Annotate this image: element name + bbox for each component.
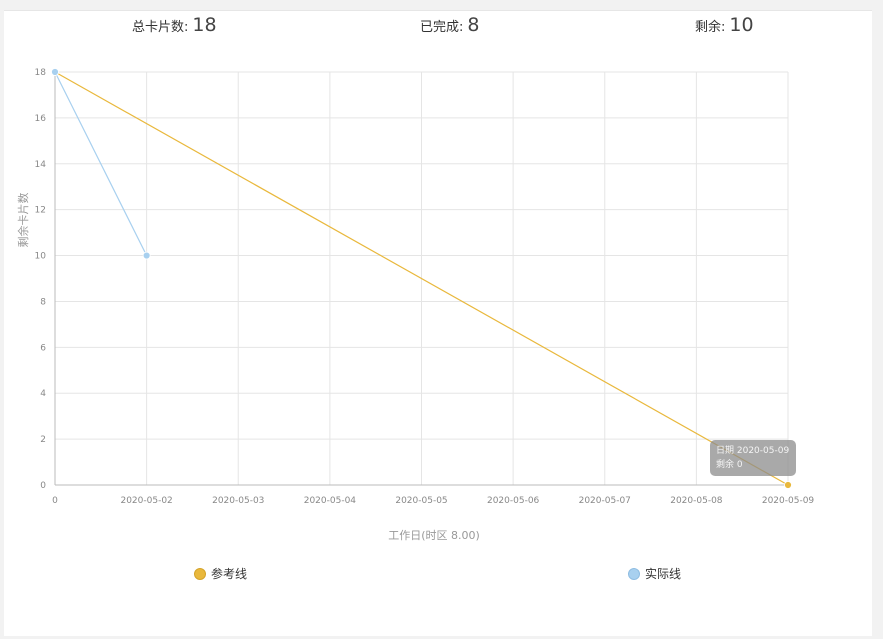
axis-layer: 0 2 4 6 8 10 12 14 16 18 0 2020-05-02 2020-05-03 2020… bbox=[35, 68, 815, 506]
completed-value: 8 bbox=[467, 14, 480, 36]
remaining-value: 10 bbox=[729, 14, 754, 36]
legend-reference-label: 参考线 bbox=[211, 567, 248, 581]
legend-actual-line[interactable]: 实际线 bbox=[628, 565, 681, 582]
x-tick-label: 2020-05-09 bbox=[762, 496, 815, 506]
legend-reference-line[interactable]: 参考线 bbox=[194, 565, 247, 582]
x-tick-label: 2020-05-04 bbox=[304, 496, 357, 506]
y-tick-label: 0 bbox=[40, 481, 46, 491]
x-tick-label: 2020-05-05 bbox=[395, 496, 447, 506]
chart-tooltip: 日期 2020-05-09 剩余 0 bbox=[710, 440, 796, 476]
chart-card bbox=[4, 10, 872, 636]
y-tick-label: 4 bbox=[40, 389, 46, 399]
x-tick-label: 2020-05-08 bbox=[670, 496, 723, 506]
series-layer bbox=[51, 68, 792, 489]
x-tick-label: 2020-05-03 bbox=[212, 496, 264, 506]
total-cards-label: 总卡片数: bbox=[132, 20, 189, 35]
y-tick-label: 2 bbox=[40, 435, 46, 445]
y-tick-label: 10 bbox=[35, 252, 47, 262]
x-tick-label: 2020-05-02 bbox=[120, 496, 172, 506]
y-tick-label: 16 bbox=[35, 114, 47, 124]
y-tick-label: 14 bbox=[35, 160, 47, 170]
total-cards-stat: 总卡片数: 18 bbox=[132, 14, 217, 36]
x-tick-label: 2020-05-06 bbox=[487, 496, 540, 506]
remaining-stat: 剩余: 10 bbox=[695, 14, 754, 36]
total-cards-value: 18 bbox=[192, 14, 217, 36]
tooltip-date: 日期 2020-05-09 bbox=[716, 446, 790, 456]
x-axis-title: 工作日(时区 8.00) bbox=[388, 529, 480, 542]
legend-actual-label: 实际线 bbox=[645, 567, 682, 581]
actual-point[interactable] bbox=[51, 68, 59, 76]
actual-line bbox=[54, 71, 148, 256]
reference-line bbox=[54, 71, 789, 486]
y-tick-label: 18 bbox=[35, 68, 47, 78]
completed-stat: 已完成: 8 bbox=[420, 14, 479, 36]
legend-reference-swatch bbox=[194, 567, 206, 580]
x-tick-label: 0 bbox=[52, 496, 58, 506]
y-tick-label: 8 bbox=[40, 297, 46, 307]
y-tick-label: 6 bbox=[40, 343, 46, 353]
tooltip-remaining: 剩余 0 bbox=[716, 460, 743, 470]
remaining-label: 剩余: bbox=[695, 20, 726, 35]
actual-point[interactable] bbox=[142, 251, 151, 260]
legend-actual-swatch bbox=[628, 567, 640, 580]
completed-label: 已完成: bbox=[420, 20, 464, 35]
y-tick-label: 12 bbox=[35, 206, 46, 216]
reference-point[interactable] bbox=[784, 481, 792, 489]
x-tick-label: 2020-05-07 bbox=[579, 496, 631, 506]
y-axis-title: 剩余卡片数 bbox=[16, 193, 30, 248]
